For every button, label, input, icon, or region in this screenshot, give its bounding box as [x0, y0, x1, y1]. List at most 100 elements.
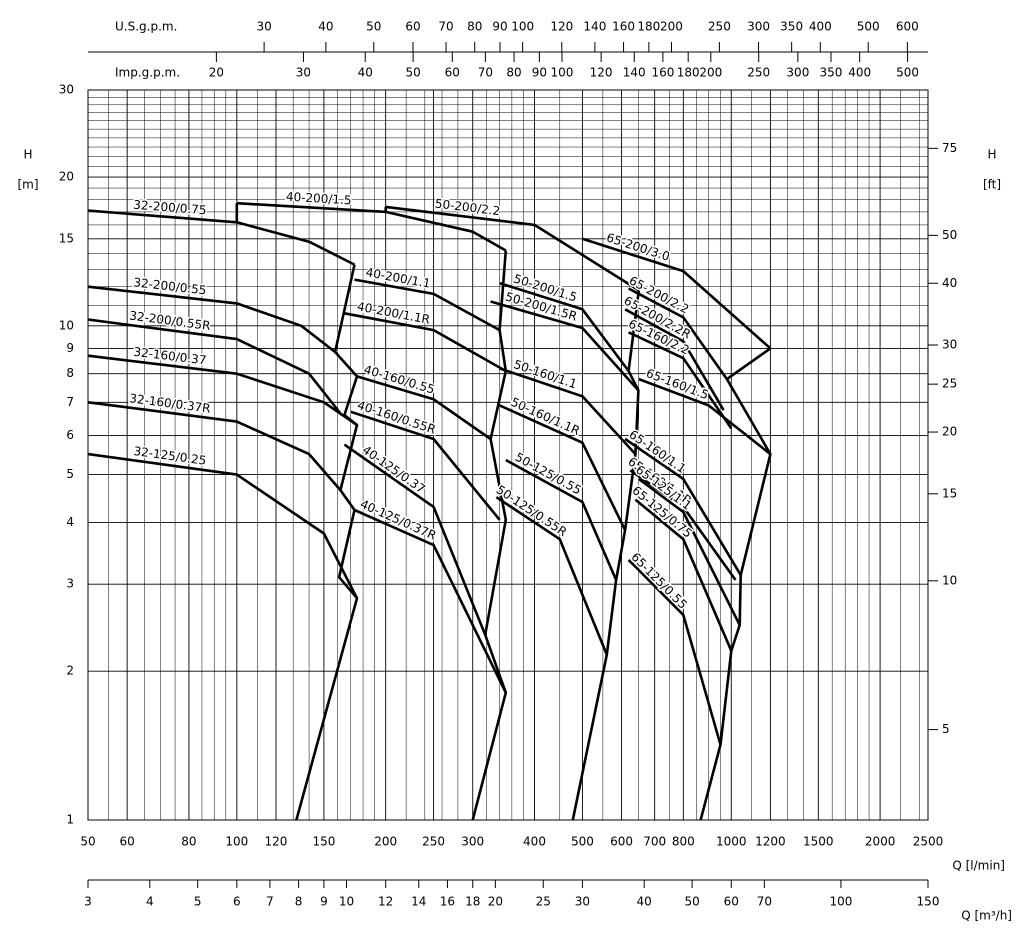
y2-unit: [ft] [983, 178, 1001, 192]
y-tick-label: 1 [66, 813, 74, 827]
x-tick-label: 200 [374, 835, 397, 849]
x2-tick-label: 600 [896, 20, 919, 34]
x-tick-label: 300 [461, 835, 484, 849]
pump-curve [627, 558, 722, 746]
x2-tick-label: 90 [492, 20, 507, 34]
x-tick-label: 1000 [716, 835, 747, 849]
x2-tick-label: 40 [318, 20, 333, 34]
curve-label: 50-160/1.1R [509, 395, 582, 438]
pump-curve [628, 331, 733, 430]
x-tick-label: 1500 [803, 835, 834, 849]
y-tick-label: 9 [66, 341, 74, 355]
envelope-line [295, 264, 359, 821]
x4-tick-label: 70 [757, 895, 772, 909]
x3-tick-label: 250 [747, 66, 770, 80]
x3-tick-label: 100 [551, 66, 574, 80]
x-tick-label: 400 [523, 835, 546, 849]
x-tick-label: 500 [571, 835, 594, 849]
x2-tick-label: 140 [583, 20, 606, 34]
curve-label: 65-125/0.55 [628, 550, 690, 612]
x3-tick-label: 350 [820, 66, 843, 80]
y-unit: [m] [17, 178, 38, 192]
x-tick-label: 60 [120, 835, 135, 849]
x2-tick-label: 350 [780, 20, 803, 34]
x3-tick-label: 180 [677, 66, 700, 80]
x3-tick-label: 90 [532, 66, 547, 80]
envelope-line [571, 290, 641, 821]
envelope-line [699, 347, 772, 821]
x-tick-label: 2500 [913, 835, 944, 849]
x4-tick-label: 10 [339, 895, 354, 909]
x3-tick-label: 70 [478, 66, 493, 80]
y-tick-label: 7 [66, 395, 74, 409]
curve-label: 40-125/0.37R [358, 497, 438, 543]
y2-tick-label: 40 [942, 276, 957, 290]
pump-curve [624, 437, 742, 576]
y2-label: H [987, 148, 996, 162]
pump-curve [343, 443, 487, 636]
pump-curve [350, 410, 501, 521]
pump-curve [87, 209, 356, 266]
x2-tick-label: 100 [511, 20, 534, 34]
x2-tick-label: 300 [747, 20, 770, 34]
y2-tick-label: 75 [942, 141, 957, 155]
x2-tick-label: 70 [438, 20, 453, 34]
y2-tick-label: 5 [942, 722, 950, 736]
pump-curve [87, 401, 342, 491]
pump-curve [638, 477, 741, 626]
x-tick-label: 100 [225, 835, 248, 849]
y-label: H [23, 148, 32, 162]
x4-tick-label: 5 [194, 895, 202, 909]
pump-curve [354, 278, 501, 332]
y-tick-label: 20 [59, 170, 74, 184]
x-label: Q [l/min] [952, 859, 1005, 873]
y-tick-label: 2 [66, 664, 74, 678]
x3-tick-label: 20 [209, 66, 224, 80]
y-tick-label: 4 [66, 515, 74, 529]
x2-tick-label: 80 [467, 20, 482, 34]
x3-tick-label: 400 [848, 66, 871, 80]
x-tick-label: 700 [643, 835, 666, 849]
pump-curve [353, 508, 507, 694]
x-tick-label: 250 [422, 835, 445, 849]
x4-tick-label: 20 [488, 895, 503, 909]
x3-tick-label: 40 [358, 66, 373, 80]
x3-tick-label: 60 [445, 66, 460, 80]
x4-label: Q [m³/h] [961, 909, 1012, 923]
curve-label: 65-200/3.0 [605, 230, 672, 263]
x3-tick-label: 140 [623, 66, 646, 80]
y-tick-label: 30 [59, 83, 74, 97]
x2-tick-label: 30 [256, 20, 271, 34]
x-tick-label: 600 [610, 835, 633, 849]
x4-tick-label: 9 [320, 895, 328, 909]
y-tick-label: 15 [59, 231, 74, 245]
x2-label: U.S.g.p.m. [115, 20, 177, 34]
y2-tick-label: 15 [942, 486, 957, 500]
x3-tick-label: 30 [296, 66, 311, 80]
x4-tick-label: 150 [917, 895, 940, 909]
y2-tick-label: 25 [942, 377, 957, 391]
x4-tick-label: 25 [536, 895, 551, 909]
x4-tick-label: 18 [465, 895, 480, 909]
y-tick-label: 6 [66, 428, 74, 442]
x4-tick-label: 30 [575, 895, 590, 909]
y-tick-label: 8 [66, 366, 74, 380]
curve-label: 40-125/0.37 [360, 443, 428, 496]
pump-curve [634, 498, 733, 652]
pump-curve [582, 237, 772, 350]
x-tick-label: 80 [181, 835, 196, 849]
pump-curve [499, 404, 627, 531]
x-tick-label: 50 [80, 835, 95, 849]
x4-tick-label: 7 [266, 895, 274, 909]
x3-tick-label: 80 [506, 66, 521, 80]
y-tick-label: 3 [66, 577, 74, 591]
pump-curve [629, 469, 737, 581]
x4-tick-label: 6 [233, 895, 241, 909]
pump-curve [236, 201, 507, 252]
x4-tick-label: 50 [684, 895, 699, 909]
x3-tick-label: 200 [699, 66, 722, 80]
pump-curve [499, 281, 630, 372]
curve-label: 50-160/1.1 [512, 357, 579, 391]
